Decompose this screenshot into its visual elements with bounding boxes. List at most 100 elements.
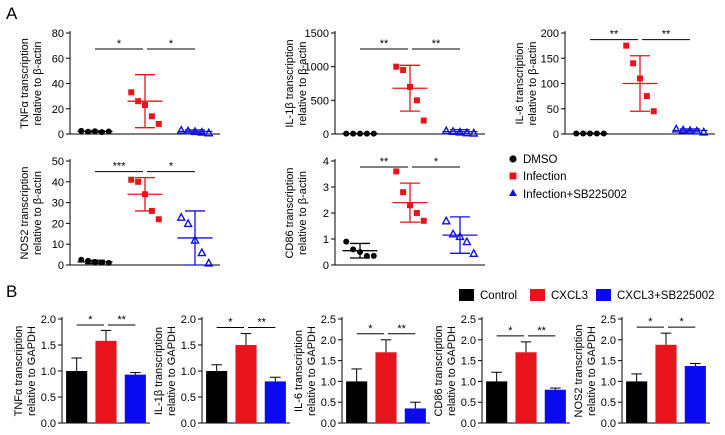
y-tick-label: 0.5	[321, 397, 336, 409]
y-axis-label-line: relative to GAPDH	[446, 326, 458, 416]
data-point	[650, 108, 657, 115]
y-axis-label-line: relative to GAPDH	[586, 326, 598, 416]
legend-a-dmso-label: DMSO	[523, 154, 558, 166]
y-axis-label-line: IL-6 transcription	[293, 330, 305, 412]
y-axis-label: TNFα transcriptionrelative to GAPDH	[13, 326, 38, 417]
legend-a-sb-label: Infection+SB225002	[523, 189, 627, 201]
panel-label-a: A	[6, 4, 18, 23]
significance-label: *	[680, 316, 685, 328]
chart-8: 0.00.51.01.52.02.5IL-6 transcriptionrela…	[293, 314, 430, 430]
bar	[375, 352, 397, 423]
y-tick-label: 2.5	[601, 314, 616, 326]
y-tick-label: 3	[323, 182, 329, 194]
y-axis-label-line: relative to β-actin	[32, 171, 44, 255]
significance-label: **	[257, 317, 266, 329]
y-tick-label: 1.0	[181, 366, 196, 378]
significance-label: **	[610, 29, 619, 41]
y-tick-label: 0	[553, 129, 559, 141]
data-point	[148, 113, 155, 120]
bar	[626, 381, 648, 423]
y-tick-label: 0.5	[461, 397, 476, 409]
y-tick-label: 2.0	[41, 314, 56, 326]
data-point	[128, 176, 135, 183]
data-point	[183, 218, 193, 228]
y-axis-label: NOS2 transcriptionrelative to GAPDH	[573, 325, 598, 418]
y-tick-label: 0.0	[601, 418, 616, 430]
y-tick-label: 0.5	[181, 392, 196, 404]
y-axis-label-line: TNFα transcription	[13, 326, 25, 417]
bar	[124, 374, 146, 423]
legend-b-cxcl3-label: CXCL3	[551, 290, 588, 302]
y-tick-label: 10	[52, 239, 64, 251]
y-tick-label: 30	[52, 198, 64, 210]
bar	[346, 381, 368, 423]
data-point	[441, 215, 451, 225]
y-tick-label: 200	[541, 28, 559, 40]
legend-b: Control CXCL3 CXCL3+SB225002	[459, 289, 715, 302]
data-point	[469, 248, 479, 257]
data-point	[400, 67, 407, 74]
y-tick-label: 20	[52, 218, 64, 230]
data-point	[462, 127, 472, 137]
y-axis-label-line: NOS2 transcription	[19, 167, 31, 260]
y-tick-label: 0.5	[41, 392, 56, 404]
y-axis-label-line: relative to GAPDH	[26, 326, 38, 416]
data-point	[350, 246, 357, 253]
y-tick-label: 100	[541, 79, 559, 91]
y-axis-label: IL-6 transcriptionrelative to GAPDH	[293, 326, 318, 416]
bar	[66, 371, 88, 423]
chart-5: 0 1 2 3 4 CD86 transcriptionrelative to β-act…	[284, 156, 485, 272]
legend-b-cxcl3-sb-swatch	[596, 289, 611, 301]
y-axis-label-line: IL-1β transcription	[284, 39, 296, 127]
y-tick-label: 50	[52, 156, 64, 168]
data-point	[420, 117, 427, 124]
y-tick-label: 0.0	[41, 418, 56, 430]
legend-a-infection-label: Infection	[523, 171, 566, 183]
y-tick-label: 40	[52, 79, 64, 91]
bar	[515, 352, 537, 423]
data-point	[462, 236, 472, 246]
data-point	[448, 228, 458, 238]
y-tick-label: 1.0	[321, 376, 336, 388]
y-axis-label-line: IL-1β transcription	[153, 327, 165, 415]
significance-label: *	[508, 325, 513, 337]
y-tick-label: 0	[58, 260, 64, 272]
y-axis-label: CD86 transcriptionrelative to GAPDH	[433, 325, 458, 416]
data-point	[469, 128, 479, 137]
data-point	[393, 63, 400, 70]
bar	[404, 408, 426, 423]
data-point	[135, 178, 142, 185]
panel-label-b: B	[6, 282, 17, 301]
y-axis-label-line: relative to GAPDH	[306, 326, 318, 416]
bar	[235, 345, 257, 423]
y-tick-label: 1500	[305, 28, 329, 40]
data-point	[197, 247, 207, 257]
data-point	[155, 216, 162, 223]
significance-label: **	[380, 156, 389, 168]
significance-label: *	[434, 156, 439, 168]
bar	[684, 366, 706, 423]
bar	[486, 381, 508, 423]
y-axis-label-line: relative to β-actin	[527, 42, 539, 126]
y-tick-label: 0	[58, 129, 64, 141]
y-axis-label-line: IL-6 transcription	[514, 43, 526, 125]
y-tick-label: 2.5	[461, 314, 476, 326]
y-axis-label: IL-1β transcriptionrelative to β-actin	[284, 39, 309, 127]
bar	[95, 340, 117, 423]
significance-label: *	[228, 317, 233, 329]
data-point	[105, 259, 112, 266]
significance-label: *	[648, 316, 653, 328]
y-tick-label: 0.0	[181, 418, 196, 430]
y-tick-label: 150	[541, 53, 559, 65]
significance-label: *	[169, 38, 174, 50]
y-tick-label: 1.5	[181, 340, 196, 352]
y-tick-label: 20	[52, 104, 64, 116]
y-tick-label: 0.0	[461, 418, 476, 430]
legend-a-infection-marker	[509, 172, 517, 180]
